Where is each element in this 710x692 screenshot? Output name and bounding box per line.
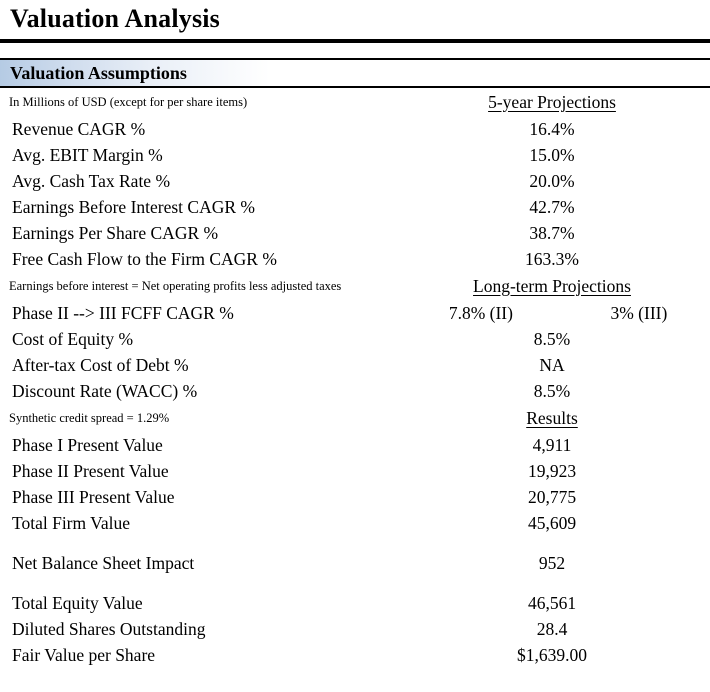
group-header-row: Earnings before interest = Net operating… — [0, 272, 710, 300]
row-value: 952 — [538, 552, 566, 573]
table-row: Earnings Before Interest CAGR % 42.7% — [0, 194, 710, 220]
row-label: Diluted Shares Outstanding — [12, 618, 206, 639]
row-label: Phase III Present Value — [12, 486, 175, 507]
row-values: 46,561 — [394, 593, 710, 614]
row-label: Total Equity Value — [12, 592, 143, 613]
row-values: 42.7% — [394, 197, 710, 218]
section-header-label: Valuation Assumptions — [10, 62, 187, 83]
row-values: $1,639.00 — [394, 645, 710, 666]
table-row: Phase I Present Value 4,911 — [0, 432, 710, 458]
table-row: Earnings Per Share CAGR % 38.7% — [0, 220, 710, 246]
table-row: Total Firm Value 45,609 — [0, 510, 710, 536]
row-values: 163.3% — [394, 249, 710, 270]
row-label: Earnings Per Share CAGR % — [12, 222, 219, 243]
row-value: 46,561 — [527, 592, 577, 613]
row-spacer — [0, 576, 710, 590]
footnote: Earnings before interest = Net operating… — [9, 278, 342, 293]
row-label: Phase II Present Value — [12, 460, 169, 481]
table-row: Phase III Present Value 20,775 — [0, 484, 710, 510]
row-value: 28.4 — [536, 618, 568, 639]
row-value: $1,639.00 — [517, 644, 587, 665]
column-header: 5-year Projections — [394, 92, 710, 113]
row-value: 45,609 — [527, 512, 577, 533]
row-label: Revenue CAGR % — [12, 118, 146, 139]
column-header-label: Long-term Projections — [473, 275, 631, 296]
assumptions-table: In Millions of USD (except for per share… — [0, 88, 710, 668]
table-row: Diluted Shares Outstanding 28.4 — [0, 616, 710, 642]
row-value: 20.0% — [529, 170, 575, 191]
row-label: Avg. EBIT Margin % — [12, 144, 163, 165]
row-label: Discount Rate (WACC) % — [12, 380, 198, 401]
table-row: Fair Value per Share $1,639.00 — [0, 642, 710, 668]
row-values: 7.8% (II) 3% (III) — [394, 303, 710, 324]
row-values: NA — [394, 355, 710, 376]
row-label: Total Firm Value — [12, 512, 131, 533]
row-value: 38.7% — [529, 222, 575, 243]
row-value: 8.5% — [533, 328, 571, 349]
row-label: Earnings Before Interest CAGR % — [12, 196, 255, 217]
row-values: 20,775 — [394, 487, 710, 508]
row-label: Phase I Present Value — [12, 434, 163, 455]
row-value: 4,911 — [532, 434, 572, 455]
row-values: 16.4% — [394, 119, 710, 140]
row-label: Free Cash Flow to the Firm CAGR % — [12, 248, 277, 269]
table-row: Avg. EBIT Margin % 15.0% — [0, 142, 710, 168]
row-value: 163.3% — [525, 248, 579, 269]
row-label: Net Balance Sheet Impact — [12, 552, 195, 573]
column-header-label: Results — [526, 407, 578, 428]
table-row: Phase II Present Value 19,923 — [0, 458, 710, 484]
row-spacer — [0, 536, 710, 550]
table-row: Net Balance Sheet Impact 952 — [0, 550, 710, 576]
row-value: 20,775 — [527, 486, 577, 507]
row-label: Phase II --> III FCFF CAGR % — [12, 302, 234, 323]
row-values: 8.5% — [394, 381, 710, 402]
row-value: 16.4% — [529, 118, 575, 139]
row-values: 38.7% — [394, 223, 710, 244]
row-label: After-tax Cost of Debt % — [12, 354, 189, 375]
group-header-row: Synthetic credit spread = 1.29% Results — [0, 404, 710, 432]
group-header-row: In Millions of USD (except for per share… — [0, 88, 710, 116]
row-label: Fair Value per Share — [12, 644, 156, 665]
row-label: Cost of Equity % — [12, 328, 134, 349]
row-value: 42.7% — [529, 196, 575, 217]
page-title: Valuation Analysis — [10, 4, 221, 33]
row-values: 8.5% — [394, 329, 710, 350]
table-row: After-tax Cost of Debt % NA — [0, 352, 710, 378]
row-value: 19,923 — [527, 460, 577, 481]
table-row: Avg. Cash Tax Rate % 20.0% — [0, 168, 710, 194]
row-label: Avg. Cash Tax Rate % — [12, 170, 171, 191]
row-value-phase3: 3% (III) — [610, 302, 668, 323]
row-values: 20.0% — [394, 171, 710, 192]
row-values: 45,609 — [394, 513, 710, 534]
footnote: Synthetic credit spread = 1.29% — [9, 410, 170, 425]
row-values: 4,911 — [394, 435, 710, 456]
row-values: 19,923 — [394, 461, 710, 482]
row-values: 28.4 — [394, 619, 710, 640]
table-row: Discount Rate (WACC) % 8.5% — [0, 378, 710, 404]
row-value: 15.0% — [529, 144, 575, 165]
row-values: 15.0% — [394, 145, 710, 166]
table-row: Cost of Equity % 8.5% — [0, 326, 710, 352]
table-row: Free Cash Flow to the Firm CAGR % 163.3% — [0, 246, 710, 272]
column-header: Long-term Projections — [394, 276, 710, 297]
row-value: 8.5% — [533, 380, 571, 401]
footnote: In Millions of USD (except for per share… — [9, 94, 248, 109]
row-value: NA — [539, 354, 565, 375]
row-values: 952 — [394, 553, 710, 574]
row-value-phase2: 7.8% (II) — [448, 302, 513, 323]
title-divider — [0, 39, 710, 43]
column-header-label: 5-year Projections — [488, 91, 616, 112]
table-row: Total Equity Value 46,561 — [0, 590, 710, 616]
table-row: Revenue CAGR % 16.4% — [0, 116, 710, 142]
table-row: Phase II --> III FCFF CAGR % 7.8% (II) 3% … — [0, 300, 710, 326]
column-header: Results — [394, 408, 710, 429]
section-header-bar: Valuation Assumptions — [0, 58, 710, 88]
